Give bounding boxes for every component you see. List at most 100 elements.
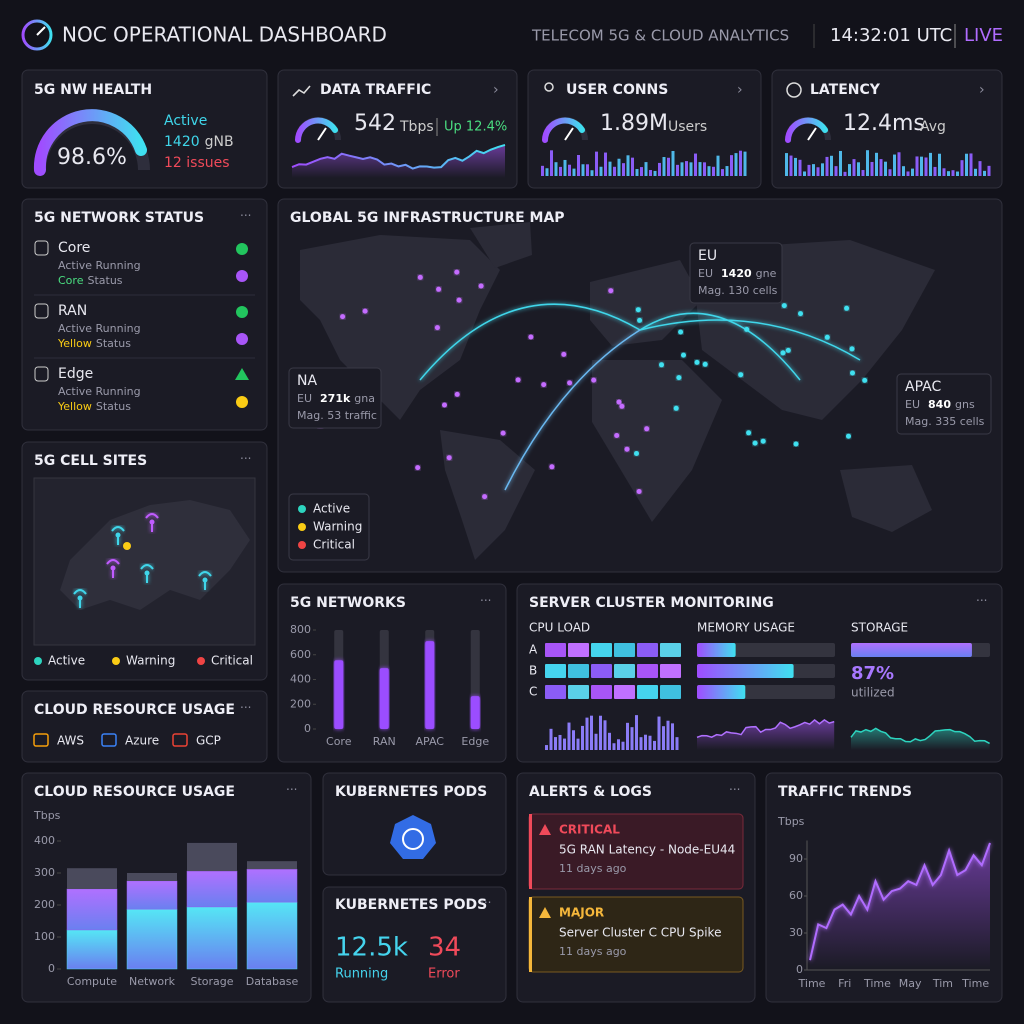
storage-caption: utilized: [851, 686, 895, 700]
x-tick-label: Time: [863, 977, 891, 990]
kpi-unit: Avg: [920, 119, 946, 135]
spark-bar: [630, 727, 634, 750]
cell-dot: [110, 565, 116, 571]
panel-title: 5G CELL SITES: [34, 453, 147, 469]
item-detail: Active Running: [58, 385, 141, 398]
provider-logo: [101, 733, 117, 747]
spark-bar: [969, 153, 973, 176]
callout-box: [288, 367, 382, 429]
spark-bar: [698, 162, 702, 176]
site-dot: [785, 347, 791, 353]
site-dot: [681, 352, 686, 358]
spark-bar: [812, 164, 815, 176]
spark-bar: [942, 168, 946, 176]
spark-bar: [951, 170, 955, 176]
cpu-cell: [660, 664, 681, 678]
cpu-cell: [637, 685, 658, 699]
spark-bar: [743, 151, 747, 176]
kpi-value: 1.89M: [600, 111, 668, 136]
line: [809, 842, 991, 961]
spark-bar: [906, 171, 910, 176]
spark-bar: [612, 743, 616, 750]
cell-dot: [77, 595, 83, 601]
spark-bar: [613, 166, 616, 176]
site-dot: [515, 377, 521, 383]
menu[interactable]: ···: [240, 209, 251, 223]
site-dot: [528, 334, 534, 340]
spark-bar: [798, 159, 802, 176]
panel-title: 5G NW HEALTH: [34, 82, 152, 98]
spark-bar: [608, 161, 612, 176]
site-dot: [659, 362, 664, 368]
x-tick-label: Network: [129, 975, 176, 988]
spark-bar: [857, 162, 860, 176]
spark-bar: [581, 725, 584, 750]
chevron[interactable]: ›: [979, 82, 985, 98]
health-value: 98.6%: [57, 145, 127, 170]
spark-bar: [983, 170, 986, 176]
callout-name: EU: [698, 248, 717, 264]
callout-name: NA: [297, 373, 317, 389]
bar-chart: 0 200 400 600 800 Core RAN APAC Edge: [290, 623, 489, 748]
axis-unit: Tbps: [33, 809, 61, 822]
spark-bar: [978, 161, 982, 176]
x-tick-label: Edge: [461, 735, 489, 748]
stacked-bar-chart: 0 100 200 300 400 Compute Network Storage Databa…: [34, 834, 298, 988]
spark-bar: [730, 155, 733, 176]
spark-bar: [577, 154, 580, 176]
pods-error-label: Error: [428, 967, 460, 982]
status-word: Yellow: [57, 400, 92, 413]
bar-segment: [246, 868, 298, 903]
spark-bar: [576, 738, 580, 750]
legend-label: Warning: [126, 654, 175, 668]
x-tick-label: RAN: [373, 735, 396, 748]
menu[interactable]: ···: [480, 594, 491, 608]
callout-detail: Mag. 53 traffic: [297, 409, 377, 422]
cell-markers: [73, 513, 212, 608]
site-dot: [446, 455, 452, 461]
spark-bar: [631, 157, 634, 176]
panel-title: USER CONNS: [566, 82, 668, 98]
legend-box: [288, 493, 370, 561]
spark-bar: [675, 737, 679, 750]
site-dot: [415, 465, 421, 471]
panel-title: GLOBAL 5G INFRASTRUCTURE MAP: [290, 210, 565, 226]
spark-bar: [716, 155, 720, 176]
spark-bar: [929, 152, 932, 176]
panel-title: TRAFFIC TRENDS: [778, 784, 912, 800]
spark-bar: [549, 728, 553, 750]
bar: [425, 641, 435, 729]
menu[interactable]: ···: [976, 594, 987, 608]
item-status: Yellow Status: [57, 337, 131, 350]
y-tick-label: 0: [48, 962, 55, 975]
menu[interactable]: ···: [240, 452, 251, 466]
site-dot: [434, 325, 440, 331]
callout-region: EU: [905, 398, 920, 411]
site-dot: [436, 286, 442, 292]
site-dot: [746, 430, 752, 436]
panel-title: LATENCY: [810, 82, 881, 98]
spark-bar: [653, 170, 657, 176]
callout-box: [689, 242, 783, 304]
ok-indicator: [236, 243, 248, 255]
menu[interactable]: ···: [240, 701, 251, 715]
clock: 14:32:01 UTC: [830, 25, 952, 46]
spark-bar: [875, 152, 878, 176]
menu[interactable]: ···: [480, 896, 491, 910]
k8s-wheel: [402, 828, 424, 850]
menu[interactable]: ···: [286, 783, 297, 797]
menu[interactable]: ···: [729, 783, 740, 797]
kpi-unit: Users: [668, 119, 707, 135]
chevron[interactable]: ›: [493, 82, 499, 98]
site-dot: [798, 311, 803, 317]
spark-bar: [658, 162, 661, 176]
item-status: Core Status: [58, 274, 123, 287]
chevron[interactable]: ›: [737, 82, 743, 98]
storage-bar: [851, 643, 972, 657]
provider-name: AWS: [57, 734, 84, 748]
site-dot: [549, 464, 555, 470]
panel: [21, 198, 268, 431]
site-dot: [678, 329, 684, 335]
site-dot: [456, 297, 462, 303]
alert-message: Server Cluster C CPU Spike: [559, 926, 721, 940]
